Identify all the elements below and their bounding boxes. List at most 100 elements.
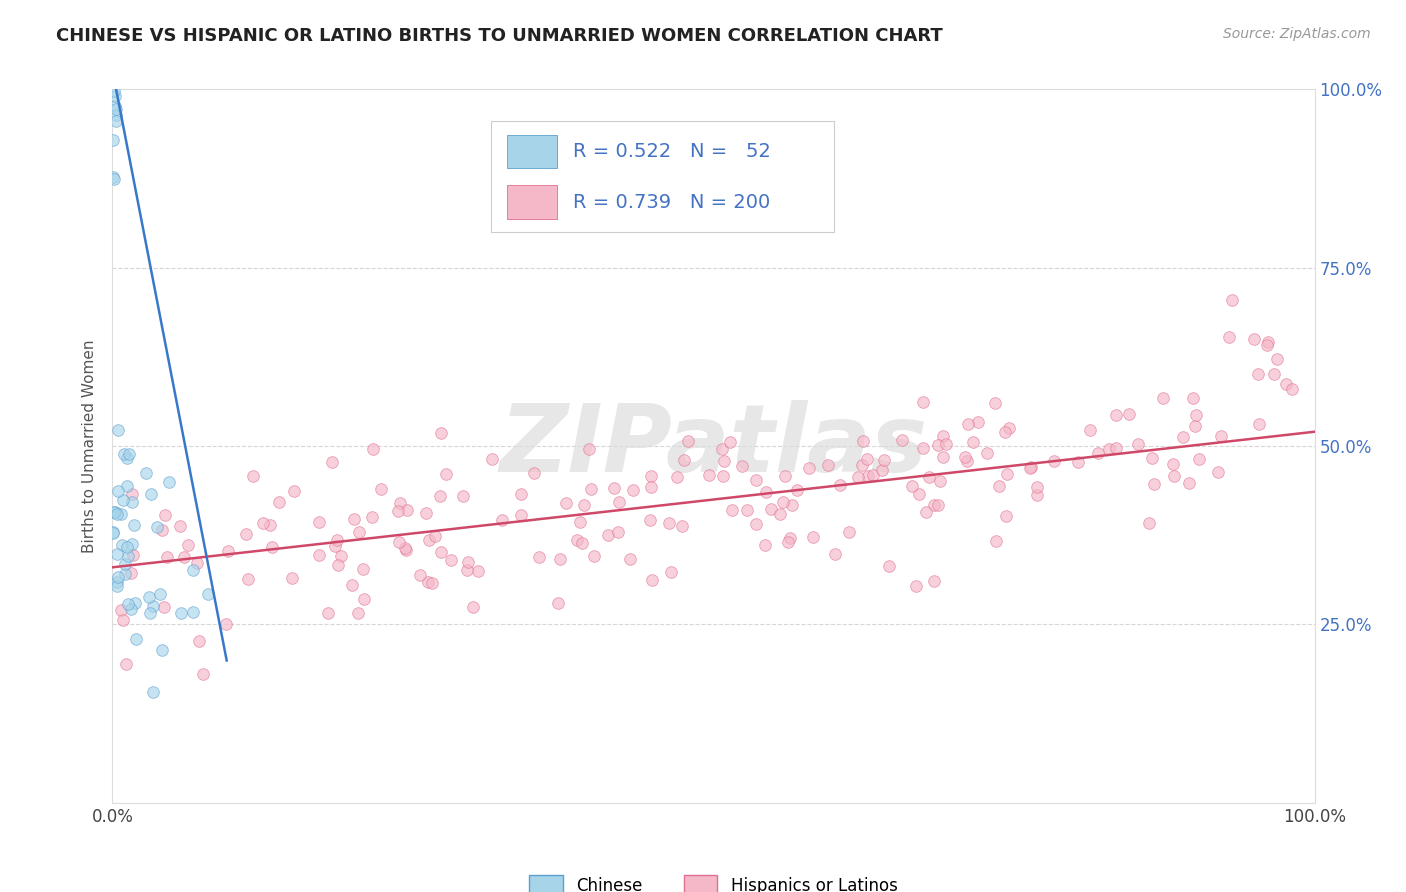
Point <box>149 587 172 601</box>
Point <box>901 479 924 493</box>
Point <box>387 535 409 549</box>
Point <box>187 634 209 648</box>
Point <box>323 540 346 554</box>
Point <box>215 617 238 632</box>
Point <box>101 525 124 540</box>
Point <box>1025 480 1047 494</box>
Point <box>927 498 949 512</box>
Point <box>697 467 720 482</box>
Point <box>1184 408 1206 422</box>
Point <box>527 549 550 564</box>
Point <box>718 434 741 449</box>
Point <box>115 540 138 554</box>
Point <box>935 436 957 450</box>
Point <box>142 684 165 698</box>
Point <box>659 565 682 579</box>
Point <box>1218 330 1240 344</box>
Point <box>1209 428 1232 442</box>
Point <box>1265 351 1288 366</box>
Point <box>467 564 489 578</box>
Point <box>956 417 979 431</box>
Point <box>217 544 239 558</box>
Point <box>193 667 215 681</box>
Point <box>103 505 125 519</box>
Point <box>872 463 894 477</box>
Point <box>891 434 914 448</box>
Point <box>711 469 734 483</box>
Point <box>768 508 790 522</box>
Y-axis label: Births to Unmarried Women: Births to Unmarried Women <box>82 339 97 553</box>
Point <box>329 549 352 564</box>
Point <box>169 518 191 533</box>
Point <box>1105 408 1128 422</box>
Text: ZIPatlas: ZIPatlas <box>499 400 928 492</box>
Point <box>607 524 630 539</box>
Point <box>755 484 778 499</box>
Point <box>308 548 330 562</box>
Point <box>998 421 1021 435</box>
Point <box>118 447 141 461</box>
Point <box>1118 407 1140 421</box>
Point <box>776 535 799 549</box>
Point <box>418 533 440 548</box>
Point <box>509 508 531 522</box>
Point <box>554 496 576 510</box>
Point <box>260 541 283 555</box>
Point <box>340 578 363 592</box>
Point <box>976 446 998 460</box>
Text: Source: ZipAtlas.com: Source: ZipAtlas.com <box>1223 27 1371 41</box>
Point <box>451 490 474 504</box>
Point <box>838 524 860 539</box>
Point <box>773 469 796 483</box>
Point <box>418 575 440 590</box>
Point <box>107 570 129 584</box>
Point <box>481 452 503 467</box>
Point <box>1249 417 1271 431</box>
Point <box>922 574 945 588</box>
Point <box>105 507 128 521</box>
Point <box>856 452 879 467</box>
Point <box>342 512 364 526</box>
Point <box>780 498 803 512</box>
Point <box>638 513 661 527</box>
Point <box>157 475 180 489</box>
Point <box>181 605 204 619</box>
Point <box>120 602 142 616</box>
Point <box>598 528 620 542</box>
Point <box>797 461 820 475</box>
Point <box>135 466 157 480</box>
Point <box>425 528 447 542</box>
Point <box>111 538 134 552</box>
Point <box>110 508 132 522</box>
Point <box>928 474 950 488</box>
Point <box>1220 293 1243 307</box>
Point <box>121 487 143 501</box>
Point <box>1206 465 1229 479</box>
Point <box>856 469 879 483</box>
Point <box>117 549 139 563</box>
Point <box>927 438 949 452</box>
Point <box>731 458 754 473</box>
Point <box>640 480 662 494</box>
Point <box>745 473 768 487</box>
FancyBboxPatch shape <box>491 121 834 232</box>
Point <box>281 571 304 585</box>
Point <box>104 103 127 117</box>
Point <box>236 572 259 586</box>
Point <box>1188 451 1211 466</box>
Point <box>360 509 382 524</box>
Point <box>1171 430 1194 444</box>
Point <box>931 429 953 443</box>
Point <box>1257 335 1279 350</box>
Point <box>676 434 699 448</box>
Point <box>394 541 416 555</box>
Bar <box>506 135 557 168</box>
Point <box>101 170 124 185</box>
Point <box>986 533 1008 548</box>
Point <box>657 516 679 530</box>
Point <box>873 453 896 467</box>
Point <box>349 525 371 540</box>
Point <box>666 470 689 484</box>
Point <box>568 515 591 529</box>
Point <box>918 469 941 483</box>
